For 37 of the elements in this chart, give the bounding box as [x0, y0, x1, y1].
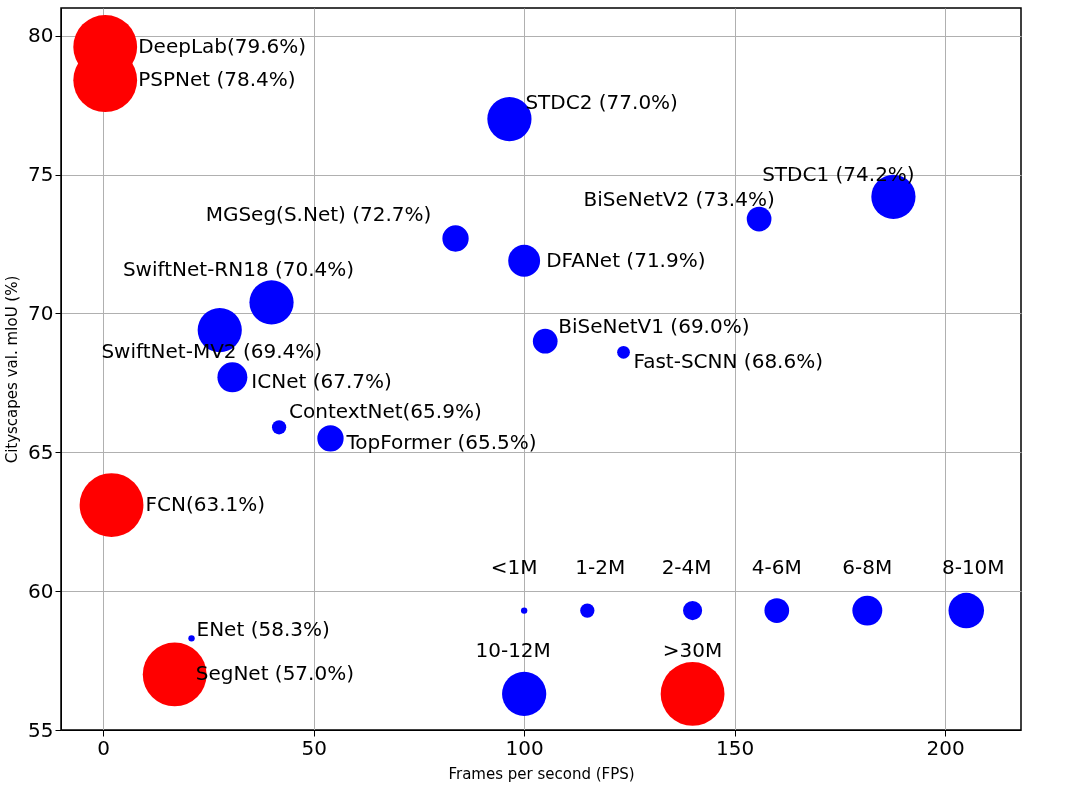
data-label: ContextNet(65.9%) — [289, 399, 482, 424]
x-tick-label: 50 — [301, 735, 327, 760]
y-tick-label: 65 — [28, 439, 54, 464]
data-label: ENet (58.3%) — [196, 617, 330, 642]
y-tick-label: 55 — [28, 717, 54, 742]
y-tick-label: 60 — [28, 578, 54, 603]
x-tick-label: 0 — [97, 735, 110, 760]
data-label: >30M — [662, 637, 723, 662]
x-axis-title: Frames per second (FPS) — [448, 764, 635, 783]
data-label: 8-10M — [941, 554, 1005, 579]
data-label: TopFormer (65.5%) — [345, 430, 537, 455]
data-label: ICNet (67.7%) — [251, 369, 392, 394]
x-tick-label: 200 — [926, 735, 965, 760]
data-label: PSPNet (78.4%) — [138, 67, 296, 92]
data-label: 10-12M — [475, 637, 551, 662]
y-tick-label: 70 — [28, 300, 54, 325]
data-label: STDC2 (77.0%) — [525, 90, 678, 115]
data-label: 4-6M — [751, 554, 802, 579]
data-label: Fast-SCNN (68.6%) — [633, 349, 824, 374]
data-label: MGSeg(S.Net) (72.7%) — [205, 202, 432, 227]
data-label: BiSeNetV1 (69.0%) — [558, 314, 750, 339]
y-tick-label: 75 — [28, 162, 54, 187]
data-label: SwiftNet-RN18 (70.4%) — [122, 257, 355, 282]
data-label: SwiftNet-MV2 (69.4%) — [101, 339, 323, 364]
data-label: STDC1 (74.2%) — [762, 161, 915, 186]
data-label: 2-4M — [661, 554, 712, 579]
data-label: DeepLab(79.6%) — [138, 33, 307, 58]
data-label: 1-2M — [575, 554, 626, 579]
x-tick-label: 150 — [716, 735, 755, 760]
data-label: BiSeNetV2 (73.4%) — [583, 187, 775, 212]
data-label: 6-8M — [842, 554, 893, 579]
x-tick-label: 100 — [505, 735, 544, 760]
data-label: DFANet (71.9%) — [546, 247, 706, 272]
y-axis-title: Cityscapes val. mIoU (%) — [3, 275, 22, 464]
y-tick-label: 80 — [28, 23, 54, 48]
data-label: <1M — [490, 554, 538, 579]
data-label: FCN(63.1%) — [145, 492, 266, 517]
